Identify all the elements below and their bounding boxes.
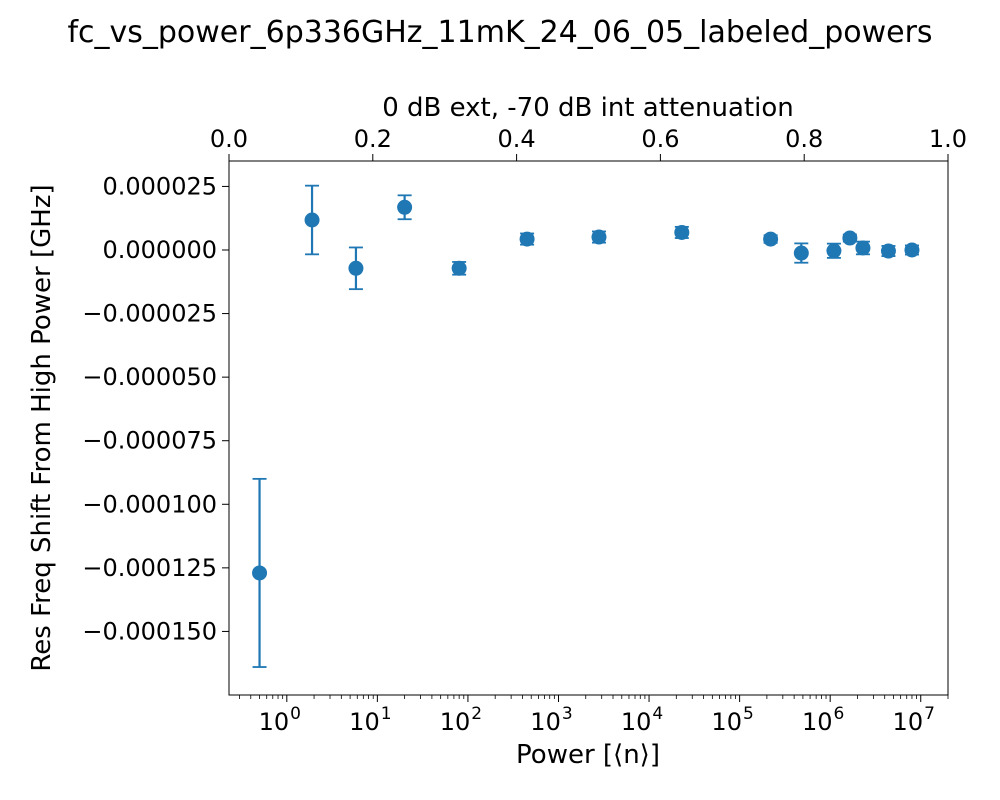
marker: [397, 199, 413, 215]
data-point: [855, 240, 871, 256]
marker: [304, 212, 320, 228]
data-point: [252, 477, 268, 668]
y-tick-label: −0.000100: [82, 490, 217, 518]
data-point: [397, 194, 413, 221]
top-tick-label: 0.2: [354, 125, 392, 153]
y-axis-label: Res Freq Shift From High Power [GHz]: [27, 184, 57, 671]
x-axis-label: Power [⟨n⟩]: [516, 740, 660, 770]
y-tick-label: 0.000025: [102, 172, 217, 200]
x-tick-label: 100: [259, 704, 301, 736]
x-tick-exponent: 1: [381, 704, 392, 724]
top-tick-label: 0.4: [498, 125, 536, 153]
marker: [519, 231, 535, 247]
data-point: [451, 260, 467, 276]
marker: [855, 240, 871, 256]
x-axis: 100 101 102 103 104 105 106 107: [239, 695, 949, 736]
marker: [674, 224, 690, 240]
x-tick-exponent: 4: [652, 704, 663, 724]
marker: [763, 231, 779, 247]
data-point: [519, 231, 535, 247]
data-points: [252, 184, 920, 668]
x-tick-exponent: 7: [924, 704, 935, 724]
data-point: [793, 242, 809, 264]
x-tick-exponent: 2: [471, 704, 482, 724]
marker: [252, 565, 268, 581]
top-tick-label: 1.0: [929, 125, 967, 153]
data-point: [826, 242, 842, 259]
data-point: [348, 246, 364, 291]
marker: [880, 243, 896, 259]
marker: [842, 230, 858, 246]
x-tick-label: 106: [802, 704, 844, 736]
top-tick-label: 0.0: [210, 125, 248, 153]
y-tick-label: −0.000150: [82, 617, 217, 645]
data-point: [763, 231, 779, 247]
marker: [348, 260, 364, 276]
top-tick-label: 0.8: [785, 125, 823, 153]
y-tick-label: −0.000050: [82, 363, 217, 391]
x-tick-exponent: 0: [290, 704, 301, 724]
x-tick-label: 101: [349, 704, 391, 736]
data-point: [880, 243, 896, 259]
top-axis-label: 0 dB ext, -70 dB int attenuation: [382, 93, 794, 123]
x-tick-label: 102: [440, 704, 482, 736]
data-point: [842, 230, 858, 246]
marker: [451, 260, 467, 276]
chart-title: fc_vs_power_6p336GHz_11mK_24_06_05_label…: [67, 15, 932, 50]
marker: [904, 242, 920, 258]
data-point: [674, 224, 690, 240]
data-point: [591, 229, 607, 245]
x-tick-label: 105: [711, 704, 753, 736]
x-tick-exponent: 5: [743, 704, 754, 724]
marker: [793, 245, 809, 261]
x-tick-label: 107: [893, 704, 935, 736]
top-axis: 0.0 0.2 0.4 0.6 0.8 1.0: [210, 125, 967, 161]
x-tick-exponent: 6: [834, 704, 845, 724]
top-tick-label: 0.6: [641, 125, 679, 153]
y-axis: 0.000025 0.000000 −0.000025 −0.000050 −0.000…: [82, 172, 229, 645]
x-tick-label: 104: [621, 704, 663, 736]
plot-frame: [228, 160, 949, 696]
y-tick-label: −0.000125: [82, 554, 217, 582]
marker: [826, 243, 842, 259]
y-tick-label: −0.000075: [82, 427, 217, 455]
data-point: [304, 184, 320, 256]
y-tick-label: −0.000025: [82, 300, 217, 328]
y-tick-label: 0.000000: [102, 236, 217, 264]
x-tick-label: 103: [530, 704, 572, 736]
data-point: [904, 242, 920, 258]
x-tick-exponent: 3: [562, 704, 573, 724]
marker: [591, 229, 607, 245]
